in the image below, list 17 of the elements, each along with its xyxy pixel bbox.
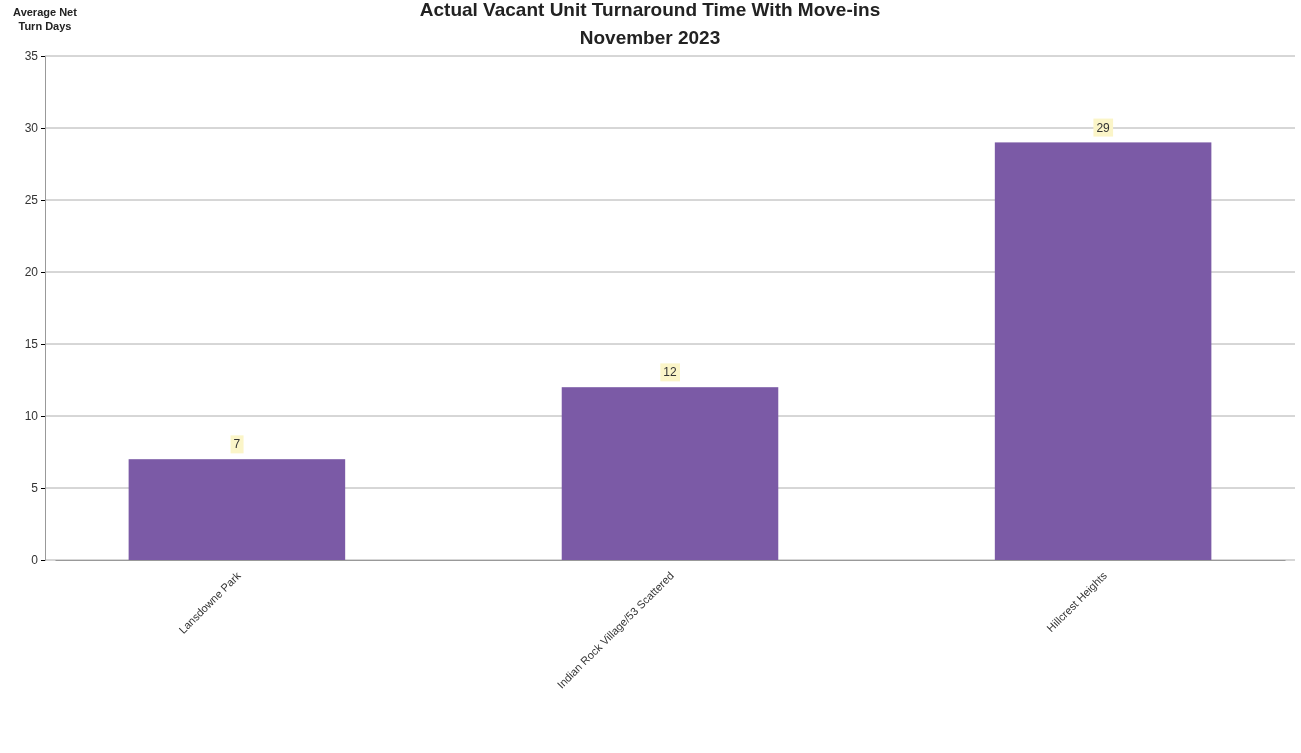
y-tick-label: 15: [24, 337, 39, 352]
y-tick-label: 0: [31, 553, 39, 568]
chart-subtitle: November 2023: [579, 27, 721, 48]
bar: [994, 142, 1212, 560]
data-label: 7: [233, 437, 241, 452]
chart-title: Actual Vacant Unit Turnaround Time With Move-ins: [419, 0, 881, 20]
y-tick-label: 30: [24, 121, 39, 136]
bar: [561, 387, 779, 560]
bar: [128, 459, 346, 560]
data-label: 29: [1096, 120, 1111, 135]
data-label: 12: [663, 365, 677, 380]
y-tick-label: 10: [24, 409, 39, 424]
y-tick-label: 20: [24, 265, 39, 280]
y-tick-label: 5: [31, 481, 39, 496]
y-tick-label: 25: [24, 193, 39, 208]
y-axis-title: Average Net Turn Days: [13, 6, 78, 32]
y-tick-label: 35: [24, 49, 39, 64]
